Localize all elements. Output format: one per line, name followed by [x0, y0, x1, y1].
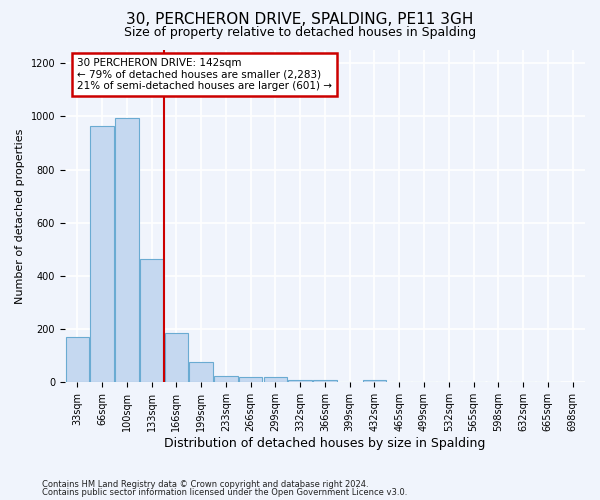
Bar — [263, 377, 287, 382]
Bar — [313, 380, 337, 382]
Bar — [90, 126, 114, 382]
Bar — [164, 333, 188, 382]
Bar — [65, 337, 89, 382]
Text: Size of property relative to detached houses in Spalding: Size of property relative to detached ho… — [124, 26, 476, 39]
Y-axis label: Number of detached properties: Number of detached properties — [15, 128, 25, 304]
Bar — [140, 258, 163, 382]
Text: 30, PERCHERON DRIVE, SPALDING, PE11 3GH: 30, PERCHERON DRIVE, SPALDING, PE11 3GH — [127, 12, 473, 28]
Bar — [289, 380, 312, 382]
Bar — [214, 376, 238, 382]
Bar — [115, 118, 139, 382]
Text: Contains HM Land Registry data © Crown copyright and database right 2024.: Contains HM Land Registry data © Crown c… — [42, 480, 368, 489]
X-axis label: Distribution of detached houses by size in Spalding: Distribution of detached houses by size … — [164, 437, 485, 450]
Bar — [190, 362, 213, 382]
Bar — [363, 380, 386, 382]
Text: Contains public sector information licensed under the Open Government Licence v3: Contains public sector information licen… — [42, 488, 407, 497]
Text: 30 PERCHERON DRIVE: 142sqm
← 79% of detached houses are smaller (2,283)
21% of s: 30 PERCHERON DRIVE: 142sqm ← 79% of deta… — [77, 58, 332, 91]
Bar — [239, 377, 262, 382]
